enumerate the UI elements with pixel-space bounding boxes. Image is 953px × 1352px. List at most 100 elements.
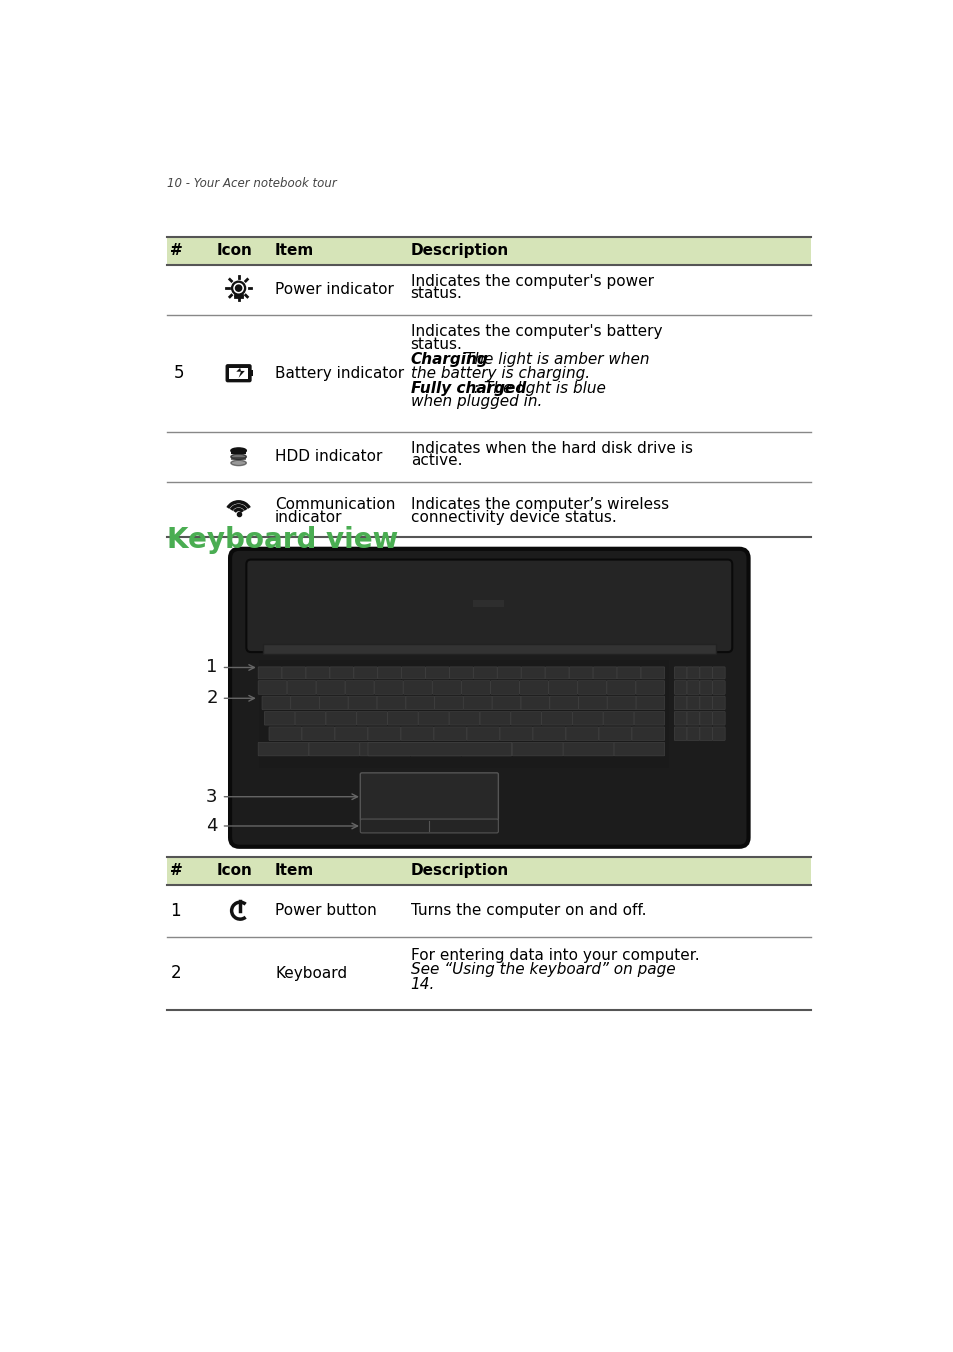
FancyBboxPatch shape	[562, 742, 613, 756]
FancyBboxPatch shape	[335, 727, 367, 741]
Text: 3: 3	[206, 788, 217, 806]
FancyBboxPatch shape	[309, 742, 359, 756]
FancyBboxPatch shape	[578, 696, 606, 710]
Bar	[258, 660, 669, 768]
FancyBboxPatch shape	[258, 680, 287, 695]
FancyBboxPatch shape	[686, 696, 699, 710]
Text: Icon: Icon	[216, 243, 253, 258]
Text: Power button: Power button	[274, 903, 376, 918]
Text: Communication: Communication	[274, 498, 395, 512]
Text: when plugged in.: when plugged in.	[410, 393, 541, 410]
FancyBboxPatch shape	[674, 727, 686, 741]
FancyBboxPatch shape	[258, 742, 309, 756]
FancyBboxPatch shape	[368, 727, 400, 741]
Text: 2: 2	[206, 690, 217, 707]
Text: See “Using the keyboard” on page: See “Using the keyboard” on page	[410, 963, 675, 977]
FancyBboxPatch shape	[686, 727, 699, 741]
Text: Icon: Icon	[216, 863, 253, 879]
Text: Item: Item	[274, 243, 314, 258]
Bar	[231, 457, 246, 460]
Text: 2: 2	[171, 964, 181, 983]
Text: Turns the computer on and off.: Turns the computer on and off.	[410, 903, 645, 918]
FancyBboxPatch shape	[674, 696, 686, 710]
FancyBboxPatch shape	[700, 696, 712, 710]
FancyBboxPatch shape	[479, 711, 510, 725]
FancyBboxPatch shape	[374, 680, 403, 695]
FancyBboxPatch shape	[674, 711, 686, 725]
FancyBboxPatch shape	[400, 727, 434, 741]
FancyBboxPatch shape	[674, 680, 686, 695]
Text: 4: 4	[206, 817, 217, 836]
FancyBboxPatch shape	[614, 742, 664, 756]
FancyBboxPatch shape	[636, 680, 664, 695]
FancyBboxPatch shape	[636, 696, 664, 710]
FancyBboxPatch shape	[549, 696, 578, 710]
Bar	[262, 645, 716, 653]
Text: 10 - Your Acer notebook tour: 10 - Your Acer notebook tour	[167, 177, 336, 189]
FancyBboxPatch shape	[467, 727, 499, 741]
FancyBboxPatch shape	[387, 711, 417, 725]
FancyBboxPatch shape	[360, 819, 497, 833]
FancyBboxPatch shape	[326, 711, 356, 725]
FancyBboxPatch shape	[461, 742, 512, 756]
Text: 14.: 14.	[410, 977, 435, 992]
FancyBboxPatch shape	[634, 711, 664, 725]
FancyBboxPatch shape	[572, 711, 602, 725]
FancyBboxPatch shape	[316, 680, 345, 695]
FancyBboxPatch shape	[519, 680, 548, 695]
Text: status.: status.	[410, 287, 462, 301]
FancyBboxPatch shape	[686, 667, 699, 679]
FancyBboxPatch shape	[541, 711, 572, 725]
FancyBboxPatch shape	[345, 680, 374, 695]
FancyBboxPatch shape	[376, 696, 405, 710]
Text: : The light is blue: : The light is blue	[474, 381, 605, 396]
FancyBboxPatch shape	[461, 680, 490, 695]
FancyBboxPatch shape	[511, 711, 541, 725]
FancyBboxPatch shape	[287, 680, 315, 695]
Text: Keyboard view: Keyboard view	[167, 526, 398, 554]
FancyBboxPatch shape	[264, 711, 294, 725]
Text: connectivity device status.: connectivity device status.	[410, 510, 616, 526]
FancyBboxPatch shape	[449, 711, 479, 725]
Circle shape	[233, 284, 243, 293]
FancyBboxPatch shape	[418, 711, 449, 725]
FancyBboxPatch shape	[521, 667, 544, 679]
FancyBboxPatch shape	[229, 368, 248, 379]
FancyBboxPatch shape	[354, 667, 377, 679]
FancyBboxPatch shape	[700, 667, 712, 679]
FancyBboxPatch shape	[463, 696, 492, 710]
Text: Indicates the computer's power: Indicates the computer's power	[410, 274, 653, 289]
FancyBboxPatch shape	[435, 696, 463, 710]
FancyBboxPatch shape	[598, 727, 631, 741]
Text: the battery is charging.: the battery is charging.	[410, 365, 589, 380]
FancyBboxPatch shape	[631, 727, 664, 741]
FancyBboxPatch shape	[490, 680, 518, 695]
Text: Indicates the computer's battery: Indicates the computer's battery	[410, 324, 661, 339]
FancyBboxPatch shape	[640, 667, 664, 679]
FancyBboxPatch shape	[712, 727, 724, 741]
Ellipse shape	[231, 454, 246, 460]
Ellipse shape	[231, 448, 246, 453]
FancyBboxPatch shape	[360, 773, 497, 821]
FancyBboxPatch shape	[432, 680, 460, 695]
FancyBboxPatch shape	[700, 680, 712, 695]
FancyBboxPatch shape	[545, 667, 568, 679]
Text: #: #	[171, 243, 183, 258]
FancyBboxPatch shape	[700, 727, 712, 741]
FancyBboxPatch shape	[348, 696, 376, 710]
FancyBboxPatch shape	[403, 680, 432, 695]
FancyBboxPatch shape	[246, 560, 732, 652]
Text: Fully charged: Fully charged	[410, 381, 525, 396]
FancyBboxPatch shape	[434, 727, 466, 741]
Polygon shape	[236, 368, 245, 377]
Text: HDD indicator: HDD indicator	[274, 449, 382, 464]
FancyBboxPatch shape	[686, 680, 699, 695]
FancyBboxPatch shape	[712, 711, 724, 725]
Bar	[473, 600, 504, 607]
FancyBboxPatch shape	[425, 667, 449, 679]
FancyBboxPatch shape	[319, 696, 348, 710]
Text: : The light is amber when: : The light is amber when	[455, 353, 649, 368]
FancyBboxPatch shape	[607, 696, 636, 710]
FancyBboxPatch shape	[306, 667, 330, 679]
Circle shape	[235, 285, 241, 291]
